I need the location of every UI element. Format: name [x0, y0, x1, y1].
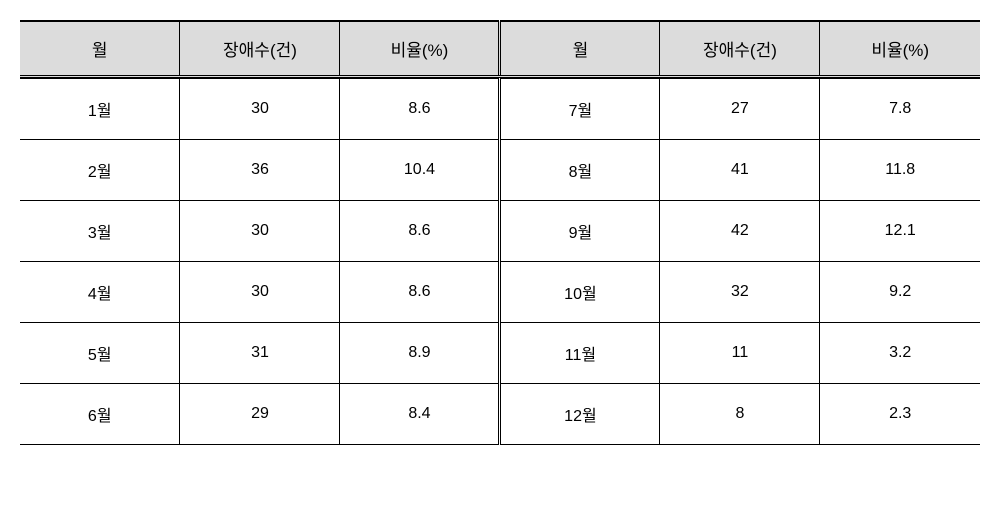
- cell-count: 29: [180, 384, 340, 445]
- table-row: 1월 30 8.6 7월 27 7.8: [20, 79, 980, 140]
- cell-month: 1월: [20, 79, 180, 140]
- cell-ratio: 9.2: [820, 262, 980, 323]
- cell-count: 11: [660, 323, 820, 384]
- cell-ratio: 8.4: [340, 384, 500, 445]
- header-ratio-2: 비율(%): [820, 21, 980, 77]
- cell-count: 42: [660, 201, 820, 262]
- table-row: 3월 30 8.6 9월 42 12.1: [20, 201, 980, 262]
- cell-ratio: 8.6: [340, 201, 500, 262]
- header-month-2: 월: [500, 21, 660, 77]
- cell-ratio: 10.4: [340, 140, 500, 201]
- cell-count: 30: [180, 79, 340, 140]
- cell-month: 2월: [20, 140, 180, 201]
- cell-month: 7월: [500, 79, 660, 140]
- cell-month: 11월: [500, 323, 660, 384]
- data-table-container: 월 장애수(건) 비율(%) 월 장애수(건) 비율(%) 1월 30 8.6 …: [20, 20, 980, 445]
- table-header: 월 장애수(건) 비율(%) 월 장애수(건) 비율(%): [20, 21, 980, 79]
- cell-month: 3월: [20, 201, 180, 262]
- cell-ratio: 7.8: [820, 79, 980, 140]
- data-table: 월 장애수(건) 비율(%) 월 장애수(건) 비율(%) 1월 30 8.6 …: [20, 20, 980, 445]
- cell-month: 5월: [20, 323, 180, 384]
- cell-month: 12월: [500, 384, 660, 445]
- cell-month: 4월: [20, 262, 180, 323]
- table-header-row: 월 장애수(건) 비율(%) 월 장애수(건) 비율(%): [20, 21, 980, 77]
- cell-month: 10월: [500, 262, 660, 323]
- header-count-2: 장애수(건): [660, 21, 820, 77]
- cell-month: 8월: [500, 140, 660, 201]
- cell-month: 6월: [20, 384, 180, 445]
- cell-count: 8: [660, 384, 820, 445]
- table-row: 5월 31 8.9 11월 11 3.2: [20, 323, 980, 384]
- header-ratio-1: 비율(%): [340, 21, 500, 77]
- cell-count: 41: [660, 140, 820, 201]
- cell-ratio: 8.6: [340, 262, 500, 323]
- cell-ratio: 8.6: [340, 79, 500, 140]
- cell-ratio: 2.3: [820, 384, 980, 445]
- cell-count: 30: [180, 262, 340, 323]
- header-count-1: 장애수(건): [180, 21, 340, 77]
- header-month-1: 월: [20, 21, 180, 77]
- cell-ratio: 11.8: [820, 140, 980, 201]
- cell-ratio: 3.2: [820, 323, 980, 384]
- cell-ratio: 8.9: [340, 323, 500, 384]
- table-row: 6월 29 8.4 12월 8 2.3: [20, 384, 980, 445]
- table-row: 4월 30 8.6 10월 32 9.2: [20, 262, 980, 323]
- cell-count: 30: [180, 201, 340, 262]
- cell-count: 32: [660, 262, 820, 323]
- cell-ratio: 12.1: [820, 201, 980, 262]
- cell-count: 31: [180, 323, 340, 384]
- cell-month: 9월: [500, 201, 660, 262]
- table-body: 1월 30 8.6 7월 27 7.8 2월 36 10.4 8월 41 11.…: [20, 79, 980, 445]
- cell-count: 36: [180, 140, 340, 201]
- cell-count: 27: [660, 79, 820, 140]
- table-row: 2월 36 10.4 8월 41 11.8: [20, 140, 980, 201]
